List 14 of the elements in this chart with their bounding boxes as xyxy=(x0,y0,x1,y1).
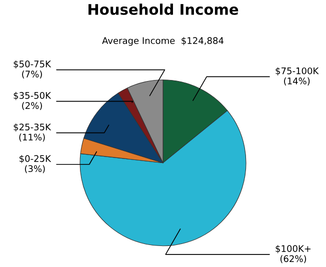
data-label: (11%) xyxy=(19,134,45,142)
data-label: (3%) xyxy=(24,165,45,174)
slice-label: $35-50K xyxy=(14,92,52,100)
slice-label: $25-35K xyxy=(14,123,52,132)
slice-label: $100K+ xyxy=(276,245,311,254)
slice-label: $50-75K xyxy=(14,60,52,69)
data-label: (7%) xyxy=(22,70,42,79)
chart-subtitle: Average Income $124,884 xyxy=(102,37,224,46)
slice-label: $0-25K xyxy=(20,154,52,164)
data-label: (2%) xyxy=(22,102,42,110)
slice-label: $75-100K xyxy=(276,67,319,76)
data-label: (14%) xyxy=(284,77,310,86)
chart-title: Household Income xyxy=(88,4,238,15)
data-label: (62%) xyxy=(280,255,306,264)
